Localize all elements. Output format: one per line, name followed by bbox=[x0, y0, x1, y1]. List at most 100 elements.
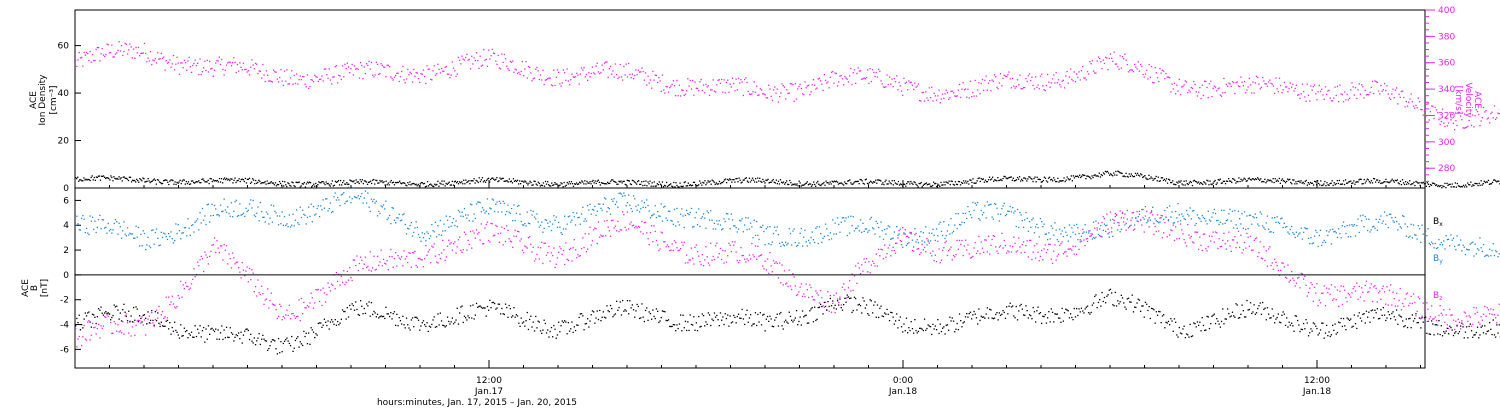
velocity-point bbox=[210, 68, 212, 70]
velocity-point bbox=[386, 64, 388, 66]
velocity-point bbox=[97, 47, 100, 49]
density-point bbox=[1030, 177, 1032, 180]
velocity-point bbox=[1086, 71, 1089, 73]
density-point bbox=[640, 183, 642, 185]
density-point bbox=[1381, 182, 1383, 184]
velocity-point bbox=[698, 90, 700, 92]
velocity-point bbox=[1283, 81, 1285, 84]
velocity-point bbox=[1126, 63, 1128, 66]
density-point bbox=[1431, 182, 1434, 184]
velocity-point bbox=[1327, 90, 1329, 92]
density-point bbox=[919, 182, 921, 185]
velocity-point bbox=[1113, 51, 1115, 53]
density-point bbox=[989, 179, 992, 181]
density-point bbox=[1187, 183, 1189, 186]
density-point bbox=[259, 180, 261, 183]
density-point bbox=[728, 179, 730, 181]
velocity-point bbox=[701, 89, 703, 92]
velocity-point bbox=[1361, 84, 1363, 86]
velocity-point bbox=[398, 80, 400, 83]
density-point bbox=[1242, 179, 1244, 181]
velocity-point bbox=[724, 92, 726, 94]
density-point bbox=[1015, 179, 1018, 181]
density-point bbox=[1246, 180, 1248, 182]
density-point bbox=[448, 181, 450, 183]
density-point bbox=[736, 177, 738, 180]
velocity-point bbox=[601, 64, 603, 66]
velocity-point bbox=[770, 95, 772, 97]
velocity-point bbox=[543, 83, 545, 86]
density-point bbox=[756, 181, 758, 183]
density-point bbox=[1330, 182, 1332, 184]
velocity-point bbox=[1111, 57, 1113, 59]
density-point bbox=[1357, 181, 1359, 183]
density-point bbox=[1369, 182, 1372, 184]
velocity-point bbox=[409, 71, 411, 73]
density-point bbox=[1152, 179, 1154, 181]
density-point bbox=[830, 183, 832, 185]
velocity-point bbox=[783, 86, 786, 88]
density-point bbox=[527, 184, 529, 186]
density-point bbox=[1141, 174, 1143, 176]
density-point bbox=[623, 180, 625, 182]
density-point bbox=[732, 179, 734, 181]
velocity-point bbox=[503, 53, 505, 56]
velocity-point bbox=[1286, 86, 1288, 88]
velocity-point bbox=[942, 93, 944, 95]
density-point bbox=[382, 181, 384, 184]
velocity-point bbox=[692, 79, 694, 82]
density-point bbox=[992, 176, 994, 178]
velocity-point bbox=[507, 68, 509, 70]
density-point bbox=[1059, 180, 1061, 182]
density-point bbox=[1092, 176, 1094, 179]
density-point bbox=[1454, 182, 1456, 184]
density-point bbox=[456, 181, 459, 183]
density-point bbox=[784, 183, 786, 185]
velocity-point bbox=[547, 78, 549, 80]
density-point bbox=[1289, 178, 1291, 180]
density-point bbox=[1325, 185, 1327, 187]
velocity-point bbox=[710, 89, 712, 91]
velocity-point bbox=[459, 59, 461, 61]
density-point bbox=[263, 182, 265, 184]
density-point bbox=[1419, 184, 1421, 186]
density-point bbox=[1468, 184, 1470, 186]
density-point bbox=[1470, 181, 1472, 183]
velocity-point bbox=[1408, 101, 1410, 103]
velocity-point bbox=[1173, 82, 1176, 84]
density-point bbox=[317, 184, 319, 186]
velocity-point bbox=[508, 69, 510, 71]
velocity-point bbox=[448, 73, 450, 75]
density-point bbox=[707, 180, 709, 182]
velocity-point bbox=[917, 83, 920, 85]
velocity-point bbox=[168, 61, 170, 63]
density-point bbox=[671, 185, 673, 187]
density-point bbox=[852, 183, 854, 185]
velocity-point bbox=[963, 89, 965, 91]
velocity-point bbox=[379, 72, 381, 75]
density-point bbox=[540, 184, 542, 186]
density-point bbox=[927, 183, 930, 185]
density-point bbox=[141, 180, 143, 182]
velocity-point bbox=[1141, 65, 1143, 68]
density-point bbox=[797, 185, 799, 187]
velocity-point bbox=[1358, 83, 1360, 85]
density-point bbox=[1025, 178, 1027, 180]
velocity-point bbox=[858, 70, 860, 72]
velocity-point bbox=[648, 82, 650, 84]
density-point bbox=[78, 180, 80, 182]
density-point bbox=[772, 178, 774, 181]
velocity-point bbox=[769, 88, 771, 90]
velocity-point bbox=[868, 82, 870, 85]
velocity-point bbox=[766, 97, 769, 99]
velocity-point bbox=[607, 76, 609, 79]
velocity-tick-label: 360 bbox=[1438, 59, 1455, 69]
density-point bbox=[373, 178, 375, 181]
density-point bbox=[687, 182, 689, 184]
velocity-point bbox=[466, 53, 468, 55]
velocity-point bbox=[110, 51, 112, 54]
density-point bbox=[557, 184, 559, 186]
density-point bbox=[422, 183, 425, 185]
density-point bbox=[286, 185, 288, 188]
density-point bbox=[1111, 174, 1113, 176]
